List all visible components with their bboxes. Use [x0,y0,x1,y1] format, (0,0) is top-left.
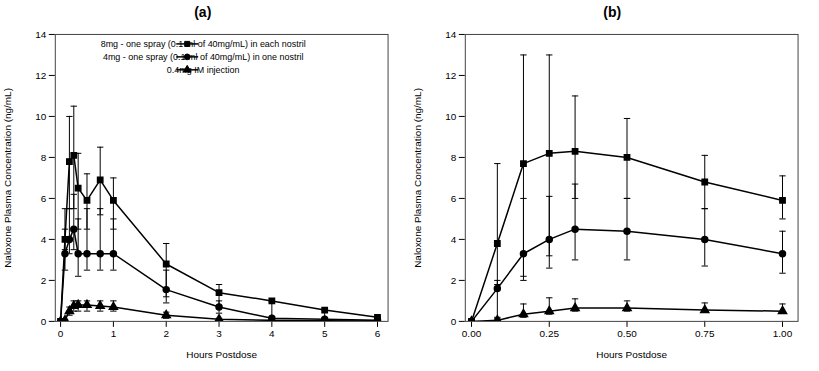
svg-text:12: 12 [35,70,47,81]
html-text:(a): (a) [194,4,212,20]
svg-text:4: 4 [450,234,456,245]
svg-text:5: 5 [322,328,328,339]
svg-text:4: 4 [269,328,275,339]
svg-text:Naloxone Plasma Concentration: Naloxone Plasma Concentration (ng/mL) [2,88,13,268]
svg-text:6: 6 [41,193,47,204]
svg-text:8mg - one spray (0.1 ml of 40m: 8mg - one spray (0.1 ml of 40mg/mL) in e… [101,39,306,49]
svg-text:1: 1 [111,328,117,339]
svg-text:0.25: 0.25 [539,328,559,339]
svg-text:8: 8 [450,152,456,163]
svg-text:10: 10 [35,111,47,122]
svg-text:2: 2 [450,275,456,286]
svg-text:6: 6 [450,193,456,204]
svg-text:14: 14 [445,29,457,40]
svg-text:0.50: 0.50 [617,328,637,339]
svg-text:10: 10 [445,111,457,122]
svg-text:1.00: 1.00 [772,328,792,339]
svg-text:4mg - one spray (0.1 ml of 40m: 4mg - one spray (0.1 ml of 40mg/mL) in o… [103,52,304,62]
svg-text:0.4mg IM injection: 0.4mg IM injection [167,65,240,75]
svg-text:0.75: 0.75 [695,328,715,339]
svg-text:Naloxone Plasma Concentration: Naloxone Plasma Concentration (ng/mL) [411,88,422,268]
svg-text:0: 0 [58,328,64,339]
svg-text:2: 2 [41,275,47,286]
svg-text:0.00: 0.00 [461,328,481,339]
svg-text:3: 3 [216,328,222,339]
svg-text:6: 6 [375,328,381,339]
svg-text:0: 0 [41,316,47,327]
svg-text:Hours Postdose: Hours Postdose [596,349,667,360]
svg-text:Hours Postdose: Hours Postdose [186,349,257,360]
svg-text:14: 14 [35,29,47,40]
svg-text:2: 2 [163,328,169,339]
html-text:(b): (b) [603,4,622,20]
svg-text:4: 4 [41,234,47,245]
svg-text:8: 8 [41,152,47,163]
svg-text:12: 12 [445,70,457,81]
svg-text:0: 0 [450,316,456,327]
